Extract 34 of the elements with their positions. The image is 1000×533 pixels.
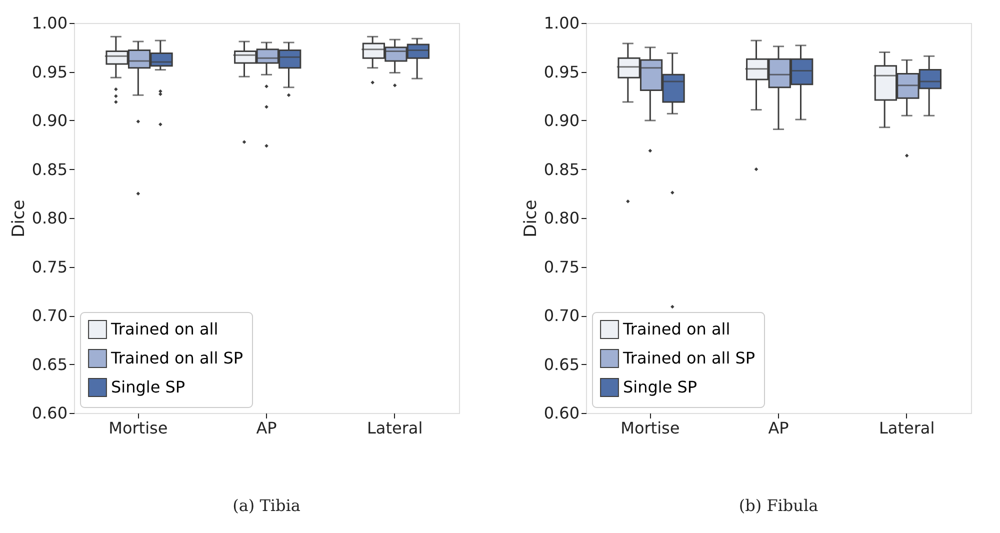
x-tick-label: AP (256, 418, 278, 438)
y-tick-label: 0.95 (544, 62, 580, 82)
y-tick-label: 0.90 (32, 111, 68, 130)
legend-label: Trained on all SP (110, 348, 244, 368)
y-tick-label: 0.60 (544, 404, 580, 422)
y-tick-label: 0.65 (32, 354, 68, 374)
legend-label: Single SP (623, 378, 698, 396)
y-tick-label: 0.85 (544, 160, 580, 179)
x-tick-label: Mortise (620, 418, 680, 438)
y-tick-label: 0.75 (544, 257, 580, 276)
y-tick-label: 0.95 (32, 62, 68, 82)
y-tick-label: 0.70 (32, 306, 68, 325)
x-tick-label: AP (768, 418, 790, 438)
y-tick-label: 1.00 (544, 14, 580, 32)
y-tick-label: 0.65 (544, 354, 580, 374)
y-axis-title: Dice (8, 200, 29, 238)
y-tick-label: 1.00 (32, 14, 68, 32)
legend-label: Trained on all (622, 320, 730, 338)
y-tick-label: 0.75 (32, 257, 68, 276)
legend-label: Trained on all SP (622, 348, 756, 368)
x-tick-label: Mortise (108, 418, 168, 438)
y-tick-label: 0.70 (544, 306, 580, 325)
y-tick-label: 0.85 (32, 160, 68, 179)
legend-label: Single SP (111, 378, 186, 396)
x-tick-label: Lateral (366, 418, 423, 438)
text: (b) Fibula (738, 496, 819, 515)
y-axis-title: Dice (520, 200, 541, 238)
text: (a) Tibia (232, 496, 301, 515)
y-tick-label: 0.80 (544, 208, 580, 228)
y-tick-label: 0.90 (544, 111, 580, 130)
legend-label: Trained on all (110, 320, 218, 338)
x-tick-label: Lateral (878, 418, 935, 438)
y-tick-label: 0.60 (32, 404, 68, 422)
y-tick-label: 0.80 (32, 208, 68, 228)
